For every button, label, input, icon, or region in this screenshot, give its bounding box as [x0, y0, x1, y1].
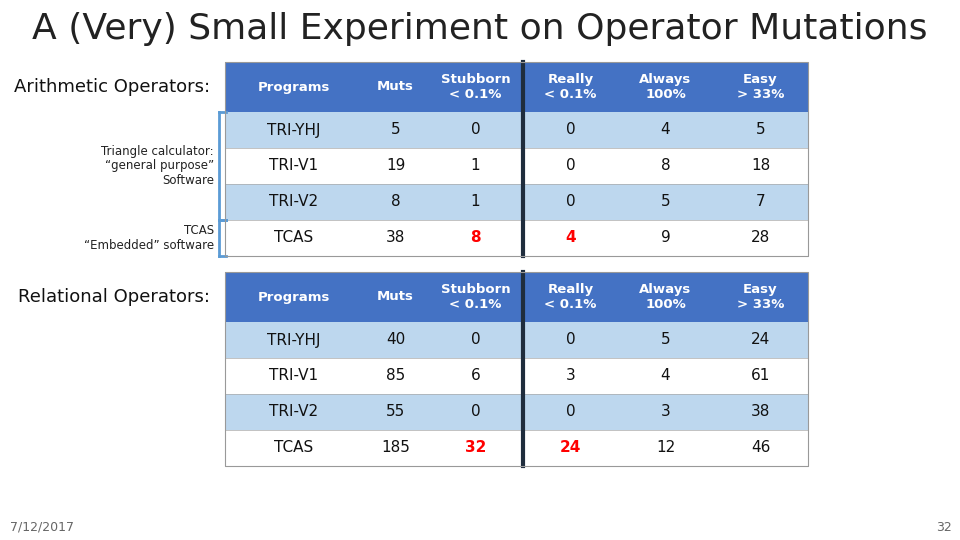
Text: Triangle calculator:
“general purpose”
Software: Triangle calculator: “general purpose” S…	[102, 145, 214, 187]
Text: 38: 38	[751, 404, 770, 420]
Bar	[363, 62, 428, 112]
Bar	[225, 62, 363, 112]
Text: 5: 5	[391, 123, 400, 138]
Text: Stubborn
< 0.1%: Stubborn < 0.1%	[441, 283, 511, 311]
Bar	[713, 62, 808, 112]
Text: Really
< 0.1%: Really < 0.1%	[544, 283, 597, 311]
Bar	[225, 394, 808, 430]
Bar	[428, 62, 523, 112]
Text: 8: 8	[391, 194, 400, 210]
Bar	[225, 220, 808, 256]
Bar	[225, 358, 808, 394]
Bar	[428, 272, 523, 322]
Text: 1: 1	[470, 159, 480, 173]
Text: 1: 1	[470, 194, 480, 210]
Text: TRI-YHJ: TRI-YHJ	[267, 123, 321, 138]
Text: 8: 8	[660, 159, 670, 173]
Text: Always
100%: Always 100%	[639, 73, 691, 101]
Text: 4: 4	[565, 231, 576, 246]
Text: 46: 46	[751, 441, 770, 456]
Text: TRI-V2: TRI-V2	[270, 194, 319, 210]
Text: 7: 7	[756, 194, 765, 210]
Bar	[225, 148, 808, 184]
Text: 85: 85	[386, 368, 405, 383]
Text: Programs: Programs	[258, 291, 330, 303]
Text: 24: 24	[560, 441, 581, 456]
Bar	[225, 112, 808, 148]
Text: TCAS
“Embedded” software: TCAS “Embedded” software	[84, 224, 214, 252]
Text: Easy
> 33%: Easy > 33%	[737, 283, 784, 311]
Text: TCAS: TCAS	[275, 441, 314, 456]
Text: 40: 40	[386, 333, 405, 348]
Text: 38: 38	[386, 231, 405, 246]
Text: 19: 19	[386, 159, 405, 173]
Text: 32: 32	[936, 521, 952, 534]
Text: 5: 5	[660, 194, 670, 210]
Text: Programs: Programs	[258, 80, 330, 93]
Text: Always
100%: Always 100%	[639, 283, 691, 311]
Bar	[225, 272, 808, 466]
Bar	[225, 322, 808, 358]
Text: 0: 0	[565, 333, 575, 348]
Text: Muts: Muts	[377, 291, 414, 303]
Text: 12: 12	[656, 441, 675, 456]
Text: 0: 0	[470, 404, 480, 420]
Text: 5: 5	[660, 333, 670, 348]
Text: 8: 8	[470, 231, 481, 246]
Text: 5: 5	[756, 123, 765, 138]
Text: 18: 18	[751, 159, 770, 173]
Bar	[225, 62, 808, 256]
Text: 6: 6	[470, 368, 480, 383]
Text: 4: 4	[660, 123, 670, 138]
Text: 0: 0	[565, 159, 575, 173]
Text: TRI-YHJ: TRI-YHJ	[267, 333, 321, 348]
Text: 28: 28	[751, 231, 770, 246]
Bar	[618, 272, 713, 322]
Text: 0: 0	[470, 123, 480, 138]
Bar	[225, 184, 808, 220]
Bar	[618, 62, 713, 112]
Text: 0: 0	[565, 123, 575, 138]
Text: 24: 24	[751, 333, 770, 348]
Text: 0: 0	[565, 194, 575, 210]
Text: 185: 185	[381, 441, 410, 456]
Text: TRI-V2: TRI-V2	[270, 404, 319, 420]
Text: 9: 9	[660, 231, 670, 246]
Text: Easy
> 33%: Easy > 33%	[737, 73, 784, 101]
Text: 55: 55	[386, 404, 405, 420]
Text: A (Very) Small Experiment on Operator Mutations: A (Very) Small Experiment on Operator Mu…	[33, 12, 927, 46]
Text: Stubborn
< 0.1%: Stubborn < 0.1%	[441, 73, 511, 101]
Bar	[523, 62, 618, 112]
Text: 7/12/2017: 7/12/2017	[10, 521, 74, 534]
Text: 0: 0	[470, 333, 480, 348]
Bar	[225, 272, 363, 322]
Text: TCAS: TCAS	[275, 231, 314, 246]
Bar	[713, 272, 808, 322]
Bar	[225, 430, 808, 466]
Text: TRI-V1: TRI-V1	[270, 368, 319, 383]
Text: 3: 3	[660, 404, 670, 420]
Bar	[523, 272, 618, 322]
Text: TRI-V1: TRI-V1	[270, 159, 319, 173]
Bar	[363, 272, 428, 322]
Text: Relational Operators:: Relational Operators:	[18, 288, 210, 306]
Text: 61: 61	[751, 368, 770, 383]
Text: 4: 4	[660, 368, 670, 383]
Text: Muts: Muts	[377, 80, 414, 93]
Text: 3: 3	[565, 368, 575, 383]
Text: 0: 0	[565, 404, 575, 420]
Text: 32: 32	[465, 441, 486, 456]
Text: Really
< 0.1%: Really < 0.1%	[544, 73, 597, 101]
Text: Arithmetic Operators:: Arithmetic Operators:	[13, 78, 210, 96]
